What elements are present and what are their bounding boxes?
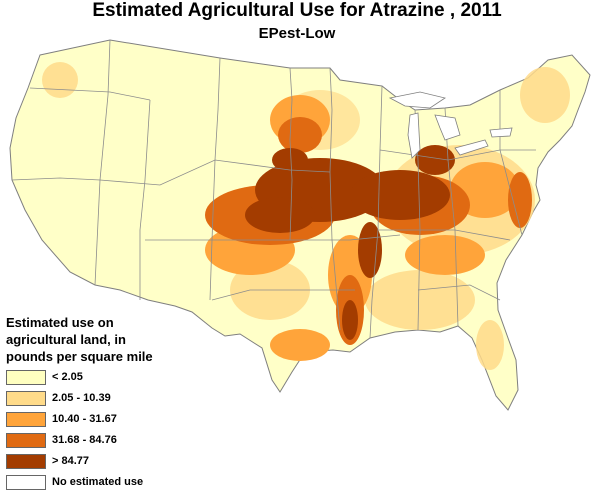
lake-ontario — [489, 127, 513, 138]
legend-swatch — [6, 411, 46, 427]
state-boundaries — [11, 39, 536, 339]
use-patch-class4 — [508, 172, 532, 228]
legend-title-line: agricultural land, in — [6, 332, 126, 347]
lake-erie — [454, 139, 489, 156]
legend-title-line: Estimated use on — [6, 315, 114, 330]
legend-label: 31.68 - 84.76 — [52, 434, 117, 446]
lake-huron — [434, 114, 461, 141]
legend-label: 10.40 - 31.67 — [52, 413, 117, 425]
legend-swatch — [6, 432, 46, 448]
use-patch-class5 — [342, 300, 358, 340]
lake-superior — [388, 91, 446, 109]
use-patch-class2 — [42, 62, 78, 98]
legend-label: No estimated use — [52, 476, 144, 488]
lake-michigan — [407, 112, 421, 159]
legend: Estimated use on agricultural land, in p… — [6, 314, 236, 491]
use-patch-class2 — [520, 67, 570, 123]
legend-swatch — [6, 474, 46, 490]
legend-label: < 2.05 — [52, 371, 83, 383]
use-patch-class3 — [405, 235, 485, 275]
legend-item: < 2.05 — [6, 368, 236, 386]
use-patch-class5 — [245, 197, 315, 233]
use-density-patches — [42, 62, 570, 370]
legend-label: > 84.77 — [52, 455, 90, 467]
legend-item: 31.68 - 84.76 — [6, 431, 236, 449]
use-patch-class4 — [278, 117, 322, 153]
legend-item: No estimated use — [6, 473, 236, 491]
use-patch-class2 — [476, 320, 504, 370]
use-patch-class2 — [365, 270, 475, 330]
legend-swatch — [6, 390, 46, 406]
map-title: Estimated Agricultural Use for Atrazine … — [92, 0, 502, 21]
legend-title: Estimated use on agricultural land, in p… — [6, 314, 236, 365]
use-patch-class5 — [358, 222, 382, 278]
use-patch-class3 — [270, 329, 330, 361]
legend-swatch — [6, 453, 46, 469]
legend-item: 2.05 - 10.39 — [6, 389, 236, 407]
great-lakes — [388, 91, 513, 159]
us-atrazine-use-map — [9, 39, 591, 411]
legend-title-line: pounds per square mile — [6, 349, 153, 364]
use-patch-class5 — [272, 148, 308, 172]
legend-label: 2.05 - 10.39 — [52, 392, 111, 404]
legend-item: > 84.77 — [6, 452, 236, 470]
use-patch-class5 — [350, 170, 450, 220]
use-patch-class5 — [415, 145, 455, 175]
legend-swatch — [6, 369, 46, 385]
map-subtitle: EPest-Low — [258, 25, 336, 42]
legend-item: 10.40 - 31.67 — [6, 410, 236, 428]
